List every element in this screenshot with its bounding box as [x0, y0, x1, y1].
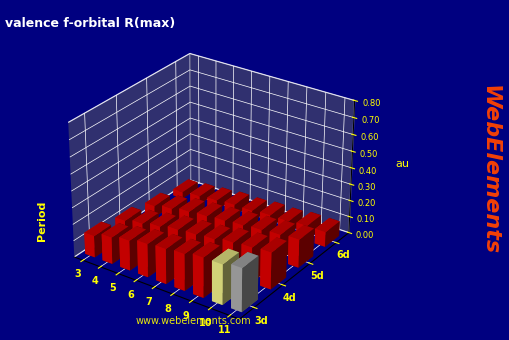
Text: Period: Period	[37, 201, 47, 241]
Text: valence f-orbital R(max): valence f-orbital R(max)	[5, 17, 175, 30]
Text: www.webelements.com: www.webelements.com	[136, 317, 251, 326]
Text: WebElements: WebElements	[478, 85, 499, 255]
